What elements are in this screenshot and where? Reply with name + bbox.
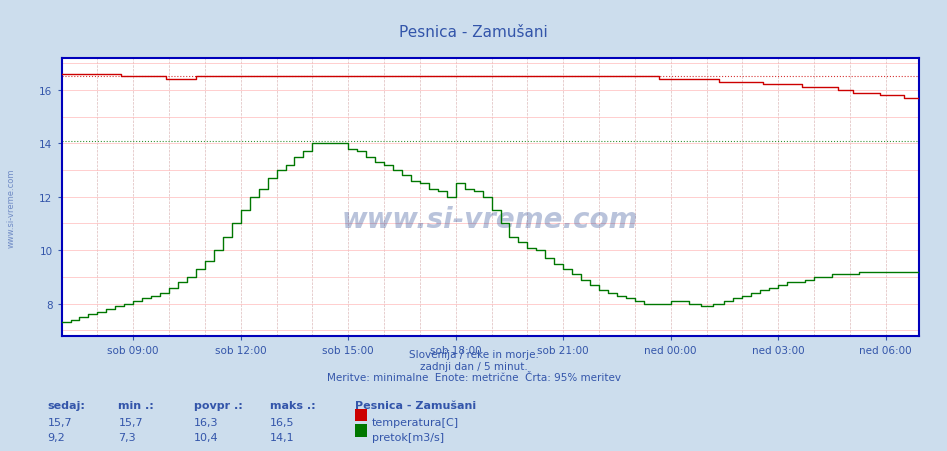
Text: 9,2: 9,2: [47, 432, 65, 442]
Text: Pesnica - Zamušani: Pesnica - Zamušani: [399, 25, 548, 40]
Text: zadnji dan / 5 minut.: zadnji dan / 5 minut.: [420, 361, 527, 371]
Text: temperatura[C]: temperatura[C]: [372, 417, 459, 427]
Text: www.si-vreme.com: www.si-vreme.com: [342, 206, 638, 234]
Text: 16,3: 16,3: [194, 417, 219, 427]
Text: 15,7: 15,7: [118, 417, 143, 427]
Text: maks .:: maks .:: [270, 400, 315, 410]
Text: pretok[m3/s]: pretok[m3/s]: [372, 432, 444, 442]
Text: povpr .:: povpr .:: [194, 400, 242, 410]
Text: Meritve: minimalne  Enote: metrične  Črta: 95% meritev: Meritve: minimalne Enote: metrične Črta:…: [327, 372, 620, 382]
Text: 10,4: 10,4: [194, 432, 219, 442]
Text: Slovenija / reke in morje.: Slovenija / reke in morje.: [408, 350, 539, 359]
Text: 16,5: 16,5: [270, 417, 295, 427]
Text: min .:: min .:: [118, 400, 154, 410]
Text: 15,7: 15,7: [47, 417, 72, 427]
Text: 7,3: 7,3: [118, 432, 136, 442]
Text: Pesnica - Zamušani: Pesnica - Zamušani: [355, 400, 476, 410]
Text: 14,1: 14,1: [270, 432, 295, 442]
Text: sedaj:: sedaj:: [47, 400, 85, 410]
Text: www.si-vreme.com: www.si-vreme.com: [7, 168, 16, 247]
